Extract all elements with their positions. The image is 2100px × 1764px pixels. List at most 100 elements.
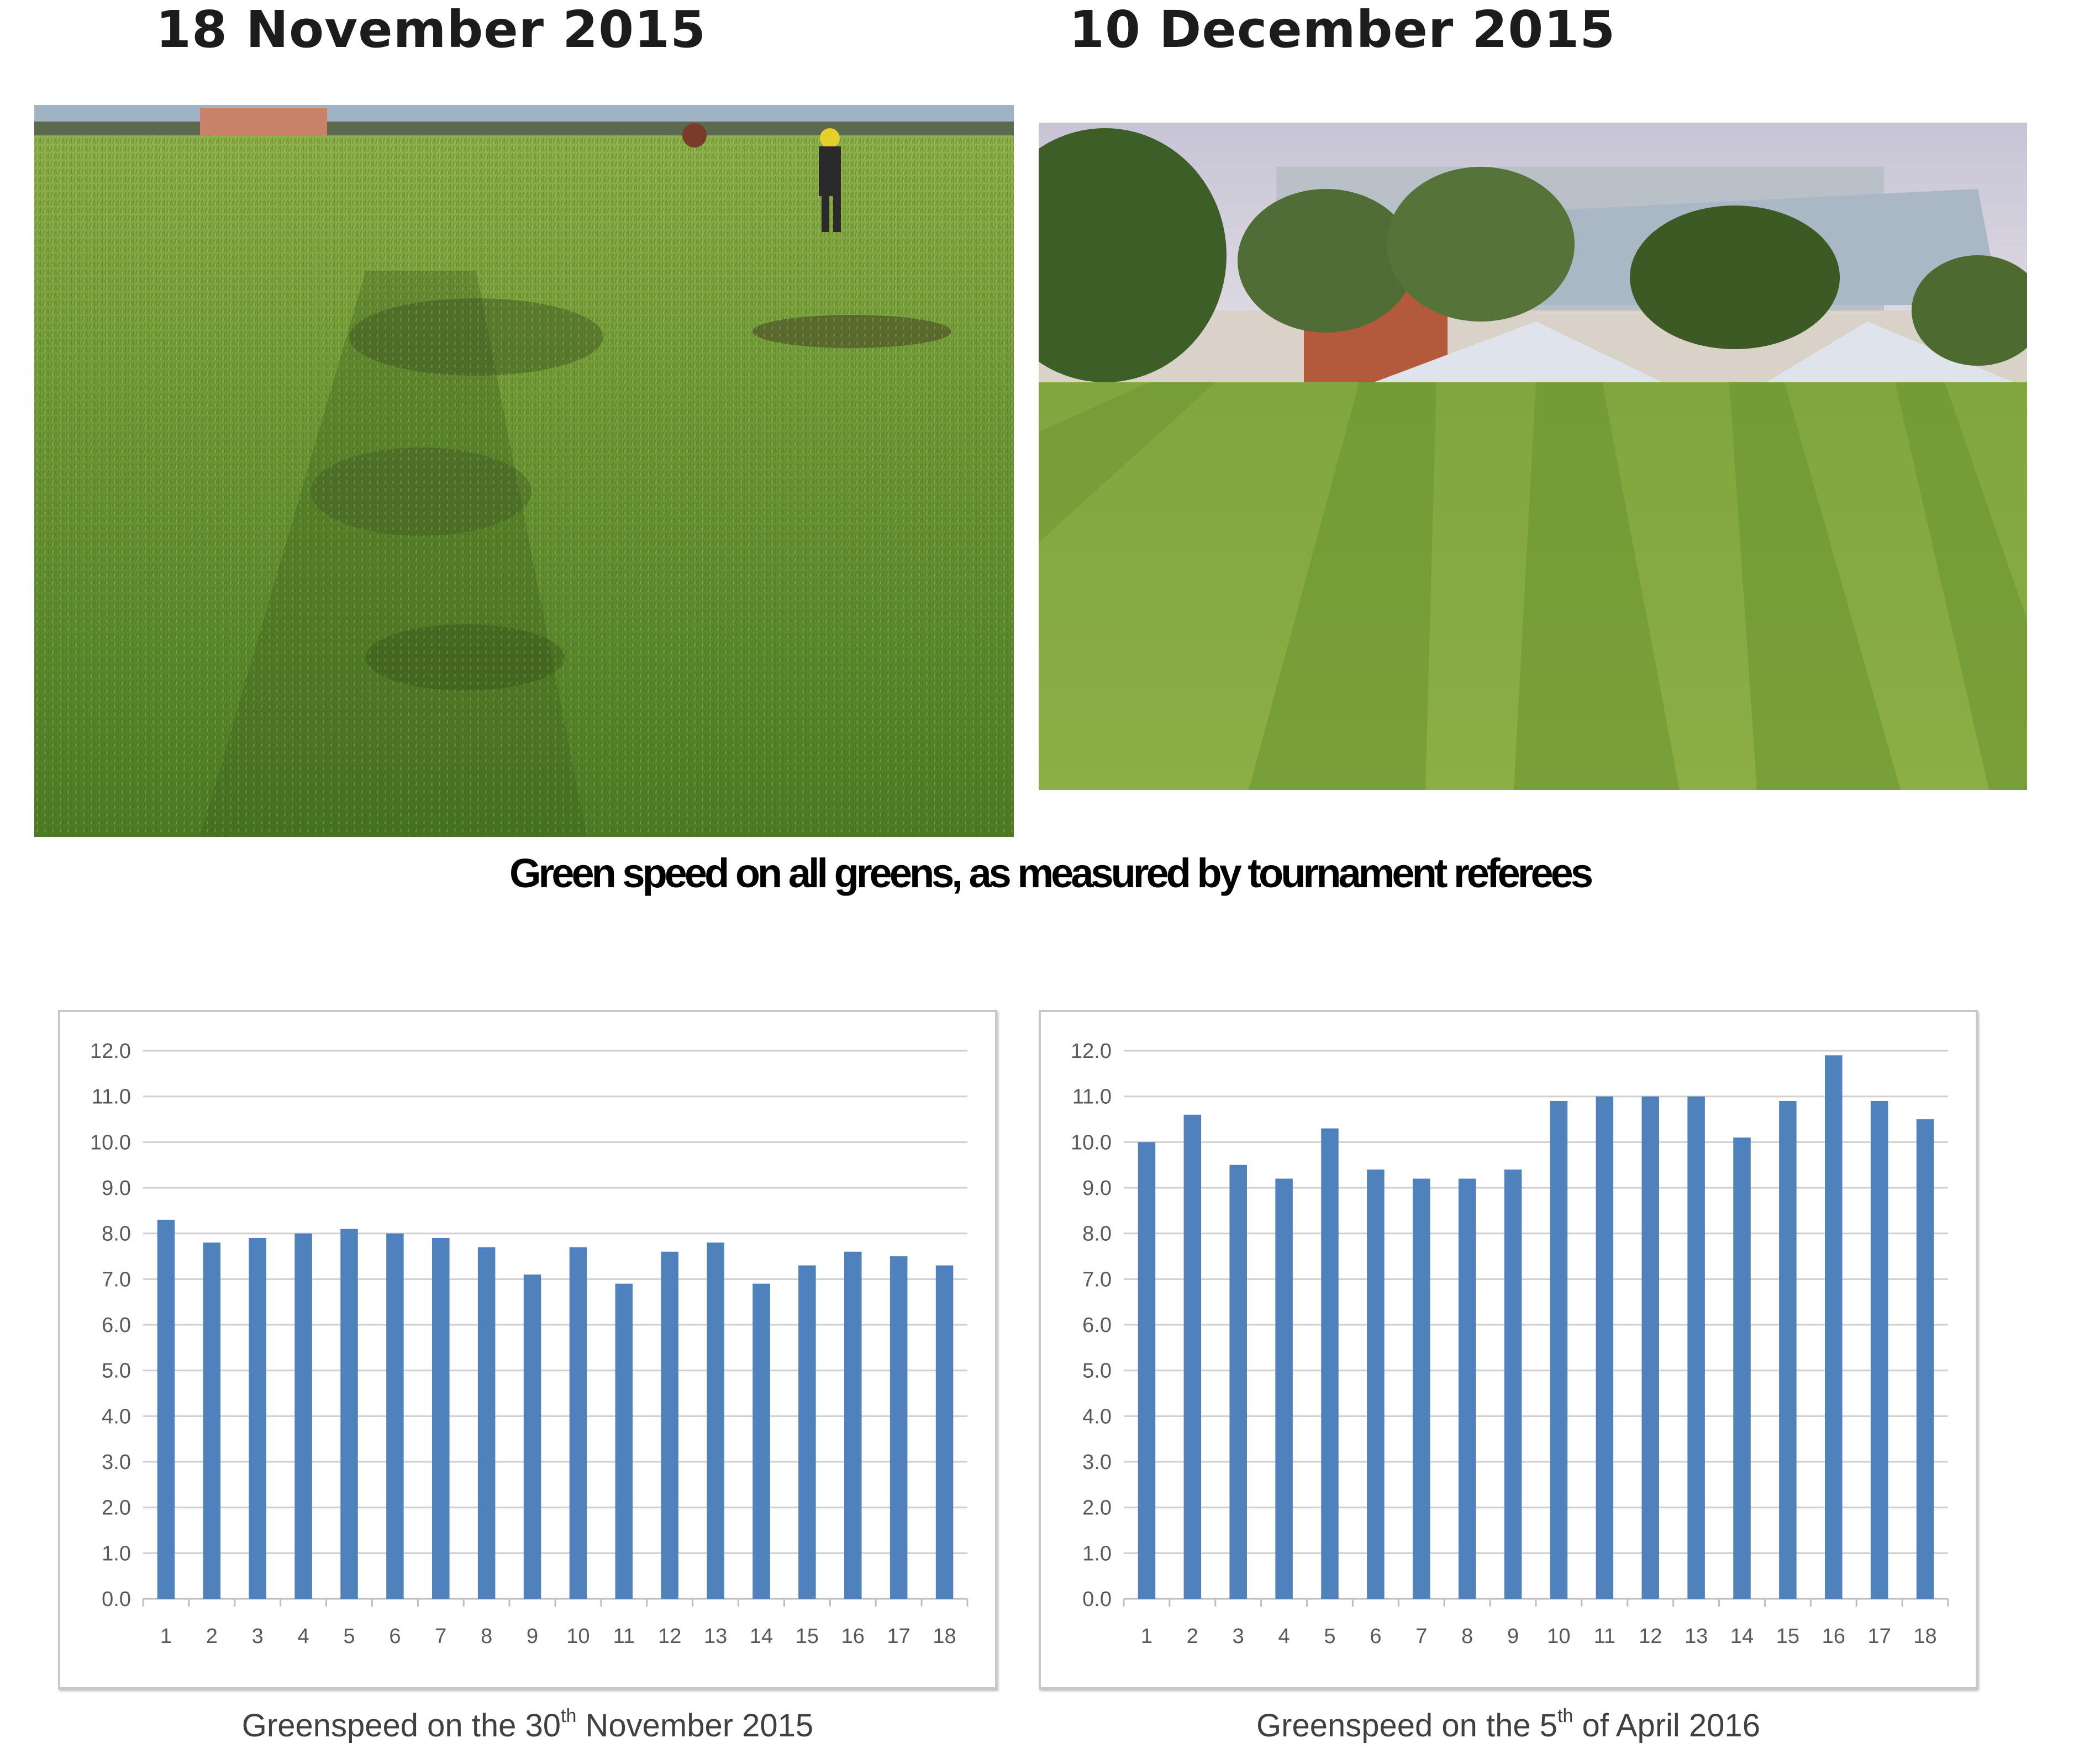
bar-hole-16 (1825, 1055, 1843, 1599)
x-tick-label: 3 (252, 1625, 264, 1648)
bar-hole-15 (798, 1265, 816, 1599)
bar-hole-2 (1183, 1114, 1202, 1599)
x-tick-label: 7 (435, 1625, 446, 1648)
y-tick-label: 7.0 (102, 1268, 131, 1291)
bar-hole-6 (1367, 1169, 1385, 1599)
bar-hole-8 (477, 1247, 496, 1599)
x-tick-label: 17 (1868, 1625, 1891, 1648)
x-tick-label: 12 (1639, 1625, 1662, 1648)
bar-hole-7 (432, 1238, 450, 1599)
y-tick-label: 1.0 (102, 1542, 131, 1565)
bar-hole-16 (844, 1251, 862, 1599)
gridlines (1124, 1050, 1948, 1600)
caption-sup: th (1557, 1705, 1573, 1726)
bar-hole-12 (1641, 1096, 1659, 1599)
caption-suffix: of April 2016 (1573, 1708, 1760, 1744)
x-tick-label: 17 (887, 1625, 910, 1648)
y-tick-label: 10.0 (90, 1131, 131, 1154)
bar-hole-5 (340, 1229, 358, 1599)
x-tick-label: 9 (527, 1625, 538, 1648)
bar-hole-18 (935, 1265, 954, 1599)
bar-hole-9 (1504, 1169, 1522, 1599)
x-tick-label: 8 (1461, 1625, 1473, 1648)
y-axis-ticks: 0.0 1.0 2.0 3.0 4.0 5.0 6.0 7.0 8.0 9.0 10.0 11.0 12… (1071, 1040, 1112, 1611)
y-tick-label: 7.0 (1082, 1268, 1112, 1291)
bar-hole-15 (1779, 1100, 1797, 1599)
x-tick-label: 16 (1822, 1625, 1845, 1648)
bar-hole-11 (1596, 1096, 1614, 1599)
bar-hole-3 (249, 1238, 266, 1599)
bar-hole-11 (615, 1283, 633, 1599)
x-tick-label: 3 (1233, 1625, 1244, 1648)
caption-sup: th (561, 1705, 577, 1726)
x-tick-label: 2 (1187, 1625, 1198, 1648)
bar-hole-10 (569, 1247, 587, 1599)
bar-hole-6 (386, 1233, 404, 1599)
bar-hole-12 (661, 1251, 678, 1599)
x-tick-label: 5 (1324, 1625, 1335, 1648)
bar-hole-8 (1458, 1178, 1476, 1599)
y-tick-label: 2.0 (102, 1497, 131, 1520)
y-tick-label: 12.0 (1071, 1040, 1112, 1063)
y-tick-label: 9.0 (102, 1177, 131, 1200)
bar-hole-1 (1138, 1142, 1156, 1599)
bar-hole-18 (1916, 1119, 1934, 1599)
x-tick-label: 6 (389, 1625, 401, 1648)
caption-prefix: Greenspeed on the 30 (241, 1708, 561, 1744)
y-tick-label: 10.0 (1071, 1131, 1112, 1154)
x-tick-label: 10 (566, 1625, 590, 1648)
photo-date-right: 10 December 2015 (1069, 0, 1616, 59)
x-axis-ticks: 1 2 3 4 5 6 7 8 9 10 11 12 13 14 15 16 17 18 (1123, 1599, 1949, 1648)
x-tick-label: 4 (1278, 1625, 1290, 1648)
y-tick-label: 3.0 (1082, 1451, 1112, 1474)
caption-suffix: November 2015 (576, 1708, 814, 1744)
y-tick-label: 2.0 (1082, 1497, 1112, 1520)
y-tick-label: 11.0 (92, 1086, 131, 1109)
x-tick-label: 7 (1415, 1625, 1427, 1648)
bars (157, 1219, 954, 1599)
caption-prefix: Greenspeed on the 5 (1256, 1708, 1558, 1744)
y-tick-label: 12.0 (90, 1040, 131, 1063)
x-tick-label: 6 (1370, 1625, 1381, 1648)
bar-hole-14 (752, 1283, 770, 1599)
bar-hole-3 (1229, 1165, 1247, 1599)
bar-hole-2 (203, 1242, 221, 1599)
greenspeed-chart-nov-2015: 0.01.02.03.04.05.06.07.08.09.010.011.012… (90, 1040, 969, 1648)
x-tick-label: 14 (750, 1625, 773, 1648)
x-tick-label: 15 (1776, 1625, 1799, 1648)
x-tick-label: 11 (613, 1625, 635, 1648)
x-tick-label: 10 (1547, 1625, 1570, 1648)
bar-hole-17 (890, 1256, 908, 1599)
x-axis-ticks: 1 2 3 4 5 6 7 8 9 10 11 12 13 14 15 16 17 18 (142, 1599, 969, 1648)
x-tick-label: 8 (481, 1625, 492, 1648)
y-tick-label: 1.0 (1082, 1542, 1112, 1565)
x-tick-label: 18 (1913, 1625, 1936, 1648)
bars (1138, 1055, 1934, 1599)
chart-box-apr-2016: 0.0 1.0 2.0 3.0 4.0 5.0 6.0 7.0 8.0 9.0 10.0 11.0 12… (1039, 1010, 1978, 1689)
x-tick-label: 13 (704, 1625, 727, 1648)
y-axis-ticks: 0.0 1.0 2.0 3.0 4.0 5.0 6.0 7.0 8.0 9.0 10.0 11.0 12… (90, 1040, 131, 1611)
y-tick-label: 4.0 (1082, 1405, 1112, 1428)
greenspeed-chart-apr-2016: 0.01.02.03.04.05.06.07.08.09.010.011.012… (1071, 1040, 1949, 1648)
x-tick-label: 4 (298, 1625, 309, 1648)
y-tick-label: 4.0 (102, 1405, 131, 1428)
bar-hole-10 (1550, 1100, 1568, 1599)
photo-recovered-green (1039, 123, 2027, 790)
x-tick-label: 11 (1594, 1625, 1615, 1648)
x-tick-label: 12 (658, 1625, 681, 1648)
x-tick-label: 5 (343, 1625, 355, 1648)
bar-hole-4 (1275, 1178, 1293, 1599)
y-tick-label: 8.0 (102, 1223, 131, 1246)
gridlines (143, 1050, 967, 1600)
chart-caption-nov-2015: Greenspeed on the 30th November 2015 (58, 1705, 997, 1744)
worker-figure (819, 128, 841, 232)
section-title: Green speed on all greens, as measured b… (509, 850, 1593, 896)
x-tick-label: 2 (206, 1625, 218, 1648)
y-tick-label: 9.0 (1082, 1177, 1112, 1200)
y-tick-label: 5.0 (102, 1360, 131, 1383)
bar-hole-13 (1687, 1096, 1705, 1599)
y-tick-label: 0.0 (1082, 1588, 1112, 1611)
chart-box-nov-2015: 0.0 1.0 2.0 3.0 4.0 5.0 6.0 7.0 8.0 9.0 10.0 11.0 12… (58, 1010, 997, 1689)
y-tick-label: 5.0 (1082, 1360, 1112, 1383)
bar-hole-1 (157, 1219, 175, 1599)
